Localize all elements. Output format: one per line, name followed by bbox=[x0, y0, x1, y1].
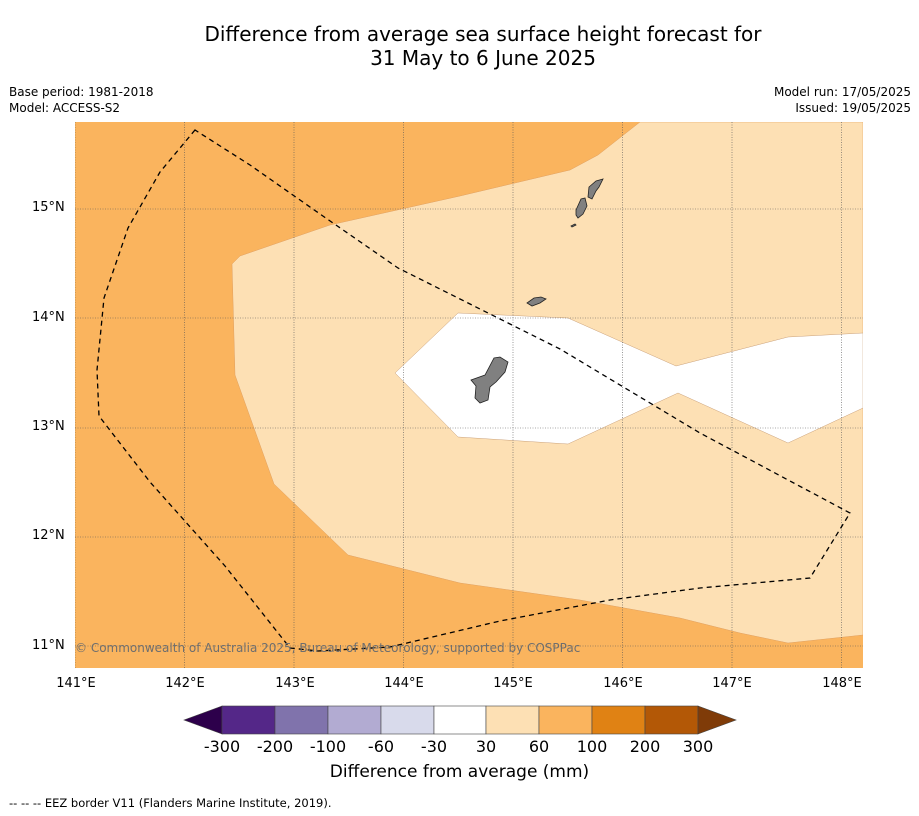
island-saipan bbox=[587, 178, 604, 200]
island-aguijan bbox=[570, 223, 577, 228]
lat-label-13n: 13°N bbox=[32, 419, 65, 434]
colorbar-under bbox=[183, 705, 223, 735]
meta-right: Model run: 17/05/2025 Issued: 19/05/2025 bbox=[774, 84, 911, 116]
footnote-eez: -- -- -- EEZ border V11 (Flanders Marine… bbox=[9, 796, 332, 810]
colorbar-cell-9 bbox=[644, 705, 699, 735]
title: Difference from average sea surface heig… bbox=[0, 22, 919, 70]
lon-label-144e: 144°E bbox=[384, 676, 424, 691]
lat-label-14n: 14°N bbox=[32, 310, 65, 325]
colorbar-tick: -60 bbox=[367, 737, 395, 756]
lat-label-12n: 12°N bbox=[32, 528, 65, 543]
colorbar-tick: -100 bbox=[309, 737, 347, 756]
lon-label-148e: 148°E bbox=[822, 676, 862, 691]
colorbar-tick: -200 bbox=[256, 737, 294, 756]
colorbar-cell-7 bbox=[538, 705, 593, 735]
colorbar-cell-1 bbox=[221, 705, 276, 735]
colorbar-tick: 300 bbox=[682, 737, 714, 756]
band-neutral bbox=[394, 312, 863, 445]
colorbar-tick: 100 bbox=[576, 737, 608, 756]
lon-label-146e: 146°E bbox=[603, 676, 643, 691]
colorbar-over bbox=[697, 705, 737, 735]
lon-label-141e: 141°E bbox=[56, 676, 96, 691]
lat-label-11n: 11°N bbox=[32, 638, 65, 653]
grid bbox=[75, 122, 863, 668]
base-period: Base period: 1981-2018 bbox=[9, 85, 154, 99]
lon-label-142e: 142°E bbox=[165, 676, 205, 691]
colorbar-tick: 60 bbox=[528, 737, 550, 756]
lon-label-143e: 143°E bbox=[275, 676, 315, 691]
model-name: Model: ACCESS-S2 bbox=[9, 101, 121, 115]
colorbar-cell-8 bbox=[591, 705, 646, 735]
meta-left: Base period: 1981-2018 Model: ACCESS-S2 bbox=[9, 84, 154, 116]
title-line-2: 31 May to 6 June 2025 bbox=[370, 46, 596, 70]
eez-border bbox=[96, 129, 851, 652]
title-line-1: Difference from average sea surface heig… bbox=[204, 22, 762, 46]
island-guam bbox=[470, 356, 509, 404]
lat-label-15n: 15°N bbox=[32, 200, 65, 215]
island-tinian bbox=[575, 197, 588, 219]
colorbar-label: Difference from average (mm) bbox=[329, 762, 590, 782]
lon-label-147e: 147°E bbox=[712, 676, 752, 691]
colorbar-cell-6 bbox=[485, 705, 540, 735]
colorbar-tick: 30 bbox=[475, 737, 497, 756]
colorbar-cell-4 bbox=[380, 705, 435, 735]
land bbox=[470, 178, 604, 404]
island-rota bbox=[526, 296, 547, 307]
model-run: Model run: 17/05/2025 bbox=[773, 85, 911, 99]
colorbar-cell-3 bbox=[327, 705, 382, 735]
colorbar-tick: -30 bbox=[420, 737, 448, 756]
colorbar bbox=[183, 705, 737, 735]
colorbar-cell-5 bbox=[433, 705, 487, 735]
colorbar-cell-2 bbox=[274, 705, 329, 735]
copyright-notice: © Commonwealth of Australia 2025, Bureau… bbox=[75, 641, 581, 655]
colorbar-tick: -300 bbox=[203, 737, 241, 756]
colorbar-tick: 200 bbox=[629, 737, 661, 756]
lon-label-145e: 145°E bbox=[493, 676, 533, 691]
issued-date: Issued: 19/05/2025 bbox=[795, 101, 911, 115]
